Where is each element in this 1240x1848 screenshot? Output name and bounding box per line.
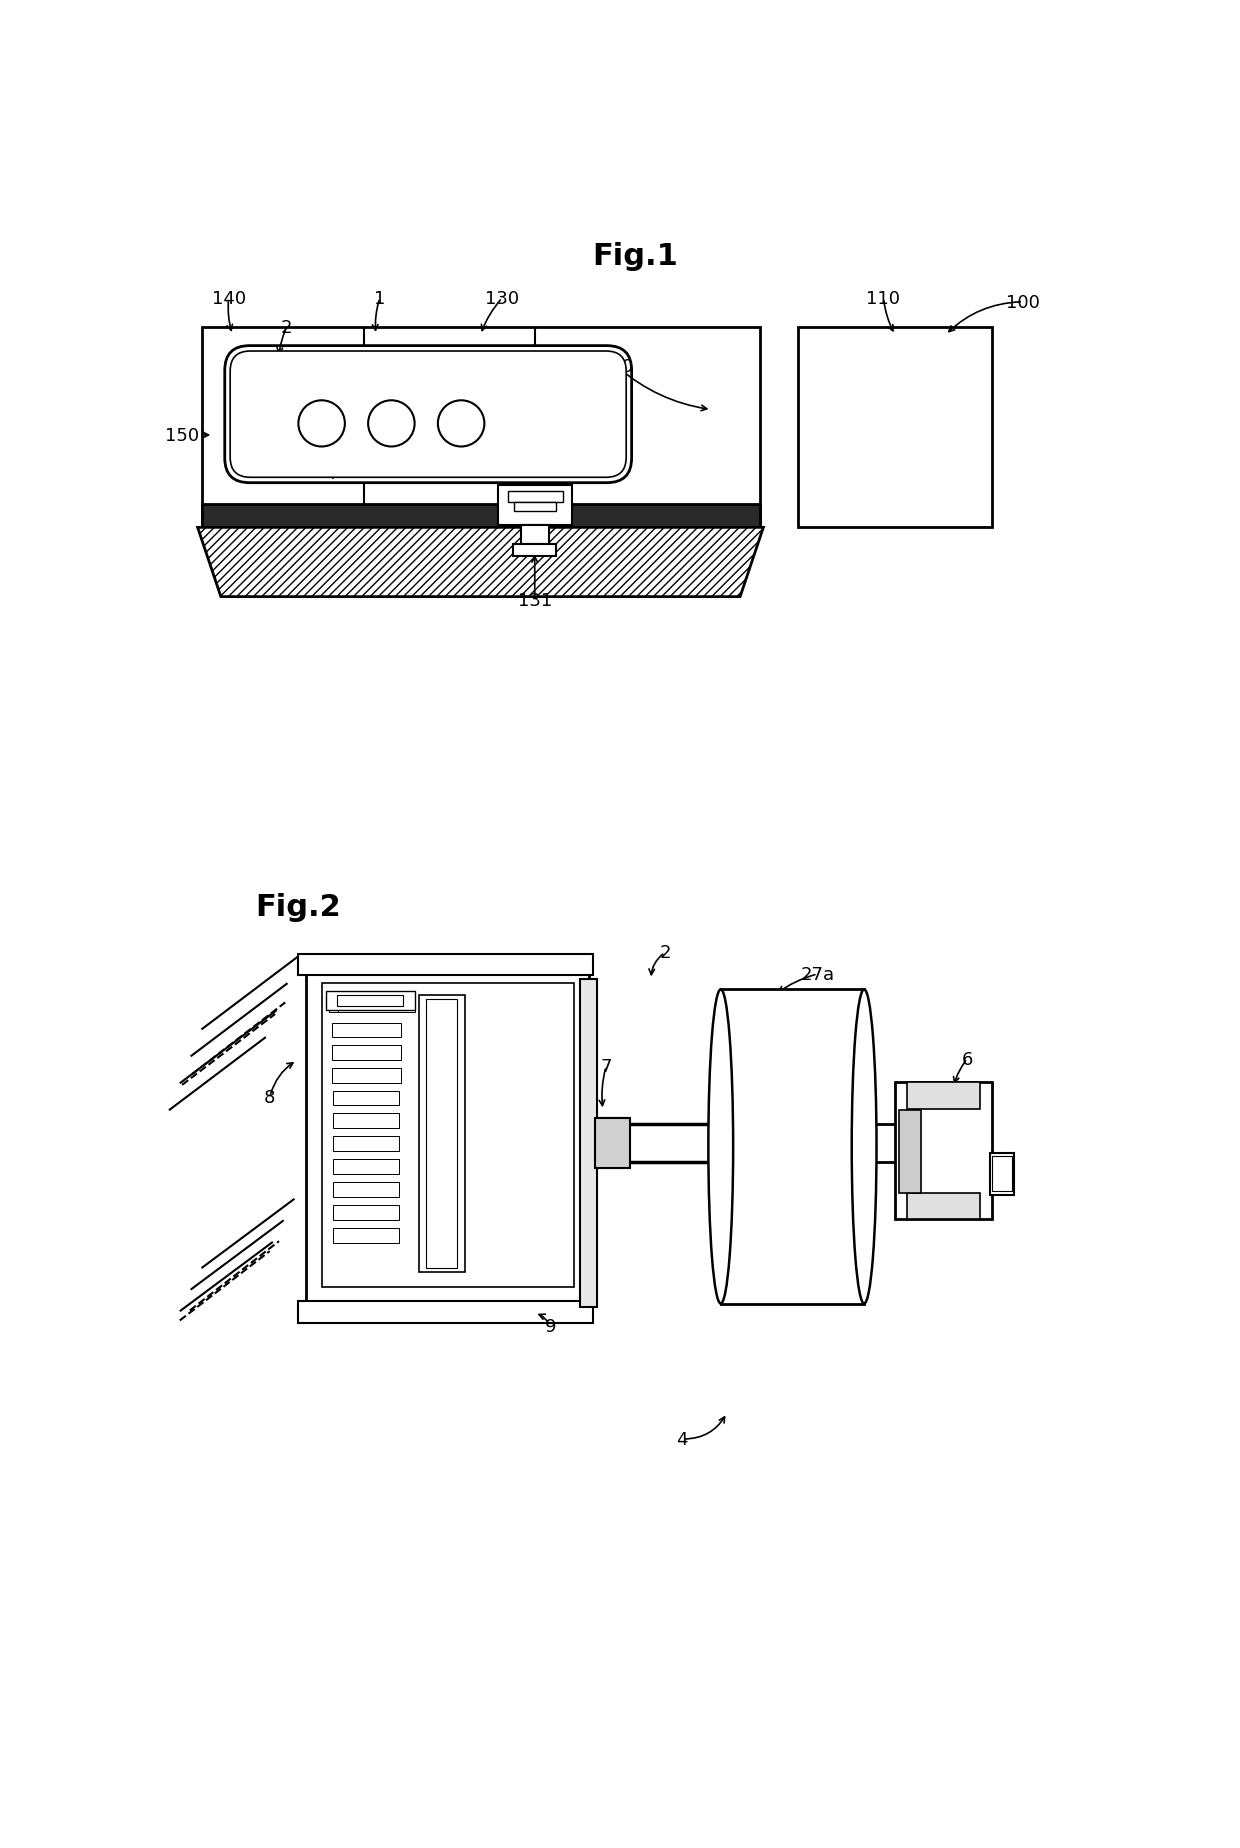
Text: 1: 1: [374, 290, 386, 309]
Bar: [899, 1111, 920, 1194]
Text: 5: 5: [341, 1144, 353, 1162]
Bar: [720, 991, 864, 1305]
Bar: [321, 983, 573, 1288]
Text: 2: 2: [281, 320, 293, 336]
Bar: [334, 1137, 399, 1151]
FancyBboxPatch shape: [224, 346, 631, 484]
Bar: [332, 1068, 402, 1083]
Text: 131: 131: [517, 591, 552, 610]
Text: Fig.1: Fig.1: [593, 242, 678, 272]
Circle shape: [368, 401, 414, 447]
Bar: [334, 1112, 399, 1129]
Bar: [419, 996, 465, 1271]
Bar: [299, 954, 593, 976]
Text: 150: 150: [165, 427, 200, 445]
Bar: [299, 1301, 593, 1323]
Text: 100: 100: [1006, 294, 1040, 312]
Bar: [330, 1000, 407, 1013]
Bar: [337, 1000, 415, 1013]
FancyBboxPatch shape: [231, 351, 626, 479]
Bar: [325, 991, 414, 1011]
Bar: [334, 1159, 399, 1175]
Text: 140: 140: [212, 290, 246, 309]
Bar: [580, 979, 596, 1307]
Text: 120: 120: [599, 357, 634, 375]
Bar: [337, 996, 403, 1007]
Ellipse shape: [852, 991, 877, 1305]
Bar: [332, 1046, 402, 1061]
Bar: [895, 1083, 992, 1220]
Circle shape: [438, 401, 485, 447]
Circle shape: [299, 401, 345, 447]
Bar: [513, 503, 557, 512]
Bar: [201, 327, 759, 529]
Text: 110: 110: [867, 290, 900, 309]
Bar: [513, 545, 557, 556]
Bar: [992, 1157, 1012, 1192]
Text: 4: 4: [676, 1430, 688, 1449]
Text: 8: 8: [264, 1088, 275, 1107]
Text: Fig.2: Fig.2: [255, 893, 341, 920]
Bar: [906, 1194, 981, 1220]
Text: 7: 7: [600, 1057, 611, 1076]
Bar: [334, 1205, 399, 1222]
Bar: [427, 1000, 458, 1268]
Ellipse shape: [708, 991, 733, 1305]
Text: 3: 3: [341, 442, 353, 460]
Bar: [906, 1083, 981, 1109]
Text: 27a: 27a: [801, 965, 835, 983]
Bar: [799, 327, 992, 529]
Text: 2: 2: [660, 944, 671, 961]
Bar: [521, 525, 548, 545]
Text: 6: 6: [961, 1050, 973, 1068]
Bar: [991, 1153, 1014, 1196]
Bar: [507, 492, 563, 503]
Bar: [334, 1229, 399, 1244]
Bar: [306, 967, 589, 1305]
Polygon shape: [197, 529, 764, 597]
Bar: [595, 1118, 630, 1168]
Bar: [334, 1092, 399, 1105]
Bar: [334, 1183, 399, 1198]
Text: 130: 130: [485, 290, 520, 309]
Bar: [201, 505, 759, 529]
Bar: [498, 486, 572, 525]
Text: 3: 3: [386, 1005, 397, 1024]
Bar: [332, 1024, 402, 1037]
Text: 9: 9: [544, 1318, 556, 1334]
